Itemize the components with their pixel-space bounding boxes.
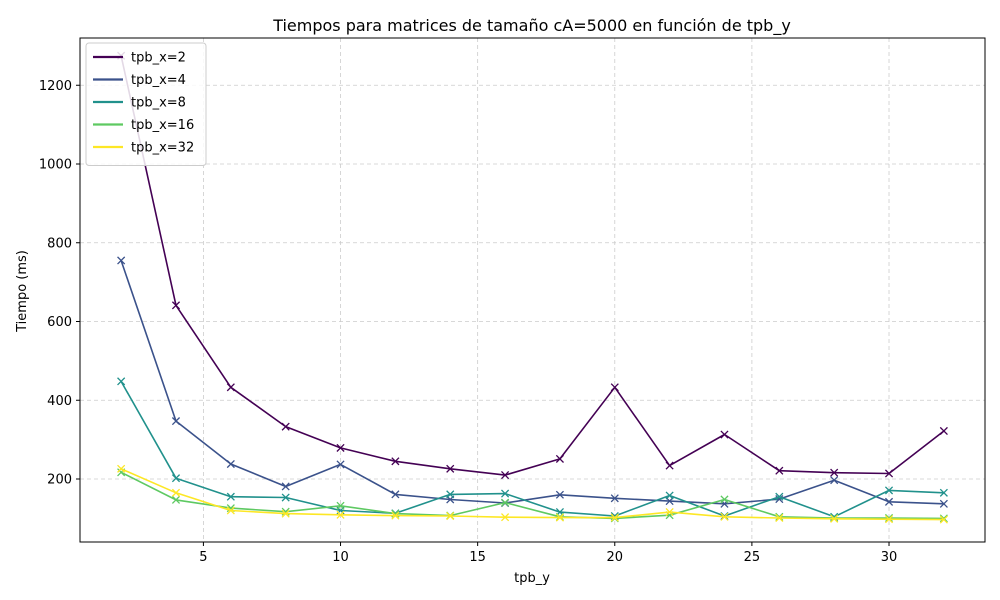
data-point-marker — [446, 490, 455, 499]
series-1 — [117, 51, 948, 480]
data-point-marker — [775, 513, 784, 523]
data-point-marker — [336, 510, 345, 519]
data-point-marker — [391, 490, 400, 499]
x-tick-label: 30 — [881, 550, 898, 565]
data-point-marker — [665, 461, 674, 470]
data-point-marker — [226, 506, 235, 515]
x-tick-label: 10 — [332, 550, 349, 565]
series-line — [120, 55, 945, 476]
axis-ticks: 5 10 15 20 25 30 200 400 600 800 1000 1200 — [39, 79, 897, 565]
data-point-marker — [775, 512, 784, 521]
y-tick-label: 800 — [47, 236, 72, 251]
data-point-marker — [336, 443, 345, 452]
data-point-marker — [226, 459, 235, 469]
data-point-marker — [226, 383, 235, 392]
data-point-marker — [555, 490, 564, 499]
data-point-marker — [446, 464, 455, 473]
x-tick-label: 25 — [744, 550, 761, 565]
data-point-marker — [830, 514, 839, 523]
data-point-marker — [830, 476, 839, 485]
data-point-marker — [610, 383, 619, 392]
legend-label: tpb_x=2 — [131, 51, 186, 66]
data-point-marker — [665, 491, 674, 500]
data-point-marker — [281, 482, 290, 491]
legend-label: tpb_x=16 — [131, 118, 194, 133]
data-point-marker — [884, 486, 894, 495]
x-tick-label: 5 — [199, 550, 207, 565]
legend-label: tpb_x=32 — [131, 141, 194, 156]
data-point-marker — [336, 501, 345, 510]
y-tick-label: 200 — [47, 473, 72, 488]
data-point-marker — [775, 495, 784, 504]
series-line — [120, 260, 944, 505]
data-point-marker — [501, 489, 510, 498]
data-point-marker — [939, 426, 948, 436]
data-point-marker — [117, 464, 126, 473]
data-point-marker — [665, 508, 674, 517]
data-point-marker — [939, 514, 948, 523]
data-point-marker — [775, 492, 784, 501]
data-point-marker — [939, 488, 948, 497]
data-point-marker — [391, 457, 400, 466]
y-tick-label: 400 — [47, 394, 72, 409]
legend-box — [85, 42, 207, 166]
data-point-marker — [226, 492, 235, 501]
legend: tpb_x=2 tpb_x=4 tpb_x=8 tpb_x=16 tpb_x=32 — [85, 42, 207, 166]
data-point-marker — [171, 474, 181, 483]
data-point-marker — [720, 430, 729, 439]
data-point-marker — [884, 469, 894, 478]
data-point-marker — [391, 511, 400, 520]
y-tick-label: 1200 — [39, 79, 72, 94]
series-line — [120, 471, 944, 520]
data-point-marker — [171, 301, 181, 310]
data-point-marker — [720, 512, 729, 521]
y-axis-title: Tiempo (ms) — [15, 250, 30, 333]
data-point-marker — [830, 468, 839, 477]
data-point-marker — [501, 498, 510, 507]
legend-label: tpb_x=4 — [131, 73, 186, 88]
data-point-marker — [555, 513, 564, 522]
plot-frame — [79, 37, 986, 543]
data-point-marker — [336, 460, 345, 469]
data-point-marker — [939, 499, 948, 508]
data-point-marker — [117, 377, 126, 386]
y-tick-label: 1000 — [39, 158, 72, 173]
data-point-marker — [446, 511, 455, 521]
series-2 — [117, 256, 948, 508]
x-axis-title: tpb_y — [514, 571, 550, 586]
data-point-marker — [884, 497, 894, 506]
data-point-marker — [501, 513, 510, 522]
data-point-marker — [171, 495, 181, 504]
data-point-marker — [555, 454, 564, 463]
series-layer — [117, 51, 948, 524]
series-line — [120, 468, 944, 521]
data-point-marker — [939, 515, 948, 524]
x-tick-label: 20 — [606, 550, 623, 565]
series-5 — [117, 464, 948, 524]
grid — [80, 38, 985, 542]
x-tick-label: 15 — [469, 550, 486, 565]
y-tick-label: 600 — [47, 315, 72, 330]
data-point-marker — [610, 513, 619, 522]
data-point-marker — [281, 422, 290, 431]
legend-label: tpb_x=8 — [131, 96, 186, 111]
data-point-marker — [884, 515, 894, 524]
data-point-marker — [281, 493, 290, 502]
data-point-marker — [501, 471, 510, 480]
data-point-marker — [610, 494, 619, 503]
series-4 — [117, 468, 948, 523]
data-point-marker — [171, 417, 181, 426]
data-point-marker — [775, 466, 784, 475]
series-line — [120, 381, 944, 518]
data-point-marker — [884, 513, 894, 523]
data-point-marker — [281, 509, 290, 518]
series-3 — [117, 377, 948, 521]
data-point-marker — [171, 488, 181, 497]
data-point-marker — [117, 256, 126, 265]
chart-title: Tiempos para matrices de tamaño cA=5000 … — [272, 16, 791, 36]
data-point-marker — [720, 495, 729, 504]
